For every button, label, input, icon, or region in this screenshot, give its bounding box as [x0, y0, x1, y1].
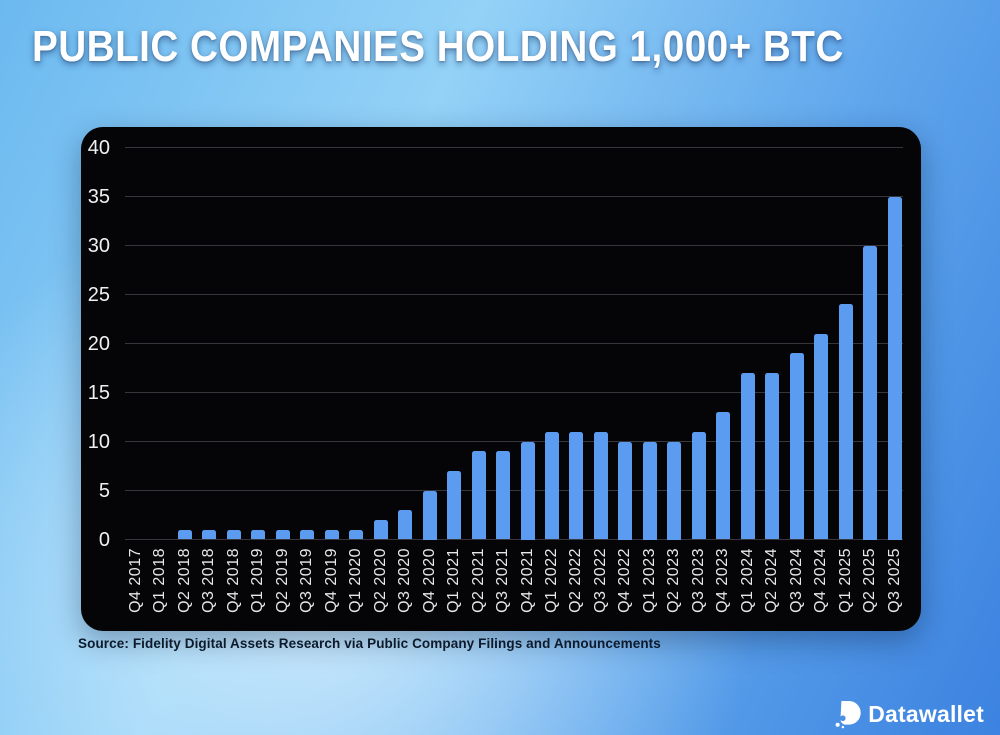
y-tick-label: 10 — [87, 430, 110, 453]
bar — [226, 529, 241, 540]
datawallet-d-icon — [835, 700, 861, 728]
grid-line — [125, 293, 903, 296]
x-tick-label: Q3 2023 — [689, 548, 707, 613]
x-tick-label: Q4 2017 — [127, 548, 144, 613]
bar — [373, 519, 388, 540]
bar — [618, 441, 633, 540]
y-tick-label: 30 — [87, 234, 110, 257]
plot-area: 0 5 10 15 20 25 30 35 40 Q4 2017 Q1 2018 Q2 2018 Q3 … — [81, 127, 921, 631]
y-tick-label: 0 — [98, 528, 110, 551]
page-title: PUBLIC COMPANIES HOLDING 1,000+ BTC — [32, 22, 844, 71]
x-tick-label: Q3 2021 — [494, 548, 512, 613]
brand-logo: Datawallet — [833, 698, 984, 730]
bar — [520, 441, 535, 540]
x-tick-label: Q1 2020 — [347, 548, 365, 613]
x-tick-label: Q1 2024 — [738, 548, 756, 613]
x-tick-label: Q4 2020 — [420, 548, 438, 613]
x-tick-label: Q2 2024 — [763, 548, 781, 613]
y-tick-label: 5 — [98, 479, 110, 502]
x-tick-label: Q2 2023 — [665, 548, 683, 613]
bar — [544, 431, 559, 540]
x-tick-label: Q4 2024 — [812, 548, 830, 613]
grid-line — [125, 489, 903, 492]
x-tick-label: Q2 2020 — [371, 548, 389, 613]
bar — [838, 304, 853, 540]
y-tick-label: 25 — [87, 283, 110, 306]
x-tick-label: Q2 2021 — [469, 548, 487, 613]
bar — [300, 529, 315, 540]
bar — [789, 353, 804, 540]
bar — [422, 490, 437, 540]
x-tick-label: Q2 2022 — [567, 548, 585, 613]
x-tick-label: Q3 2022 — [591, 548, 609, 613]
x-tick-label: Q4 2018 — [224, 548, 242, 613]
x-tick-label: Q1 2025 — [836, 548, 854, 613]
bar — [740, 372, 755, 540]
bar — [324, 529, 339, 540]
bar — [667, 441, 682, 540]
x-tick-label: Q1 2019 — [249, 548, 267, 613]
x-tick-label: Q2 2019 — [273, 548, 291, 613]
x-tick-label: Q4 2021 — [518, 548, 536, 613]
x-tick-label: Q3 2019 — [298, 548, 316, 613]
bar — [496, 451, 511, 540]
grid-line — [125, 244, 903, 247]
bar — [691, 431, 706, 540]
y-tick-label: 15 — [87, 381, 110, 404]
y-tick-label: 35 — [87, 185, 110, 208]
x-tick-label: Q1 2022 — [542, 548, 560, 613]
x-tick-label: Q3 2025 — [885, 548, 903, 613]
source-note: Source: Fidelity Digital Assets Research… — [78, 636, 661, 651]
grid-line — [125, 195, 903, 198]
bar — [447, 470, 462, 540]
grid-line — [125, 391, 903, 394]
y-tick-label: 40 — [87, 136, 110, 159]
bar — [569, 431, 584, 540]
bar — [398, 510, 413, 540]
x-tick-label: Q2 2018 — [175, 548, 193, 613]
x-tick-label: Q3 2020 — [396, 548, 414, 613]
grid-line — [125, 538, 903, 541]
x-tick-label: Q1 2021 — [445, 548, 463, 613]
brand-name: Datawallet — [868, 700, 984, 727]
bar — [471, 451, 486, 540]
grid-line — [125, 440, 903, 443]
grid-line — [125, 342, 903, 345]
bar — [765, 372, 780, 540]
bar — [716, 412, 731, 540]
x-tick-label: Q4 2019 — [322, 548, 340, 613]
bar — [275, 529, 290, 540]
bar — [593, 431, 608, 540]
bar — [814, 333, 829, 540]
bar — [177, 529, 192, 540]
bar — [251, 529, 266, 540]
grid-line — [125, 146, 903, 149]
bar — [642, 441, 657, 540]
chart-panel: 0 5 10 15 20 25 30 35 40 Q4 2017 Q1 2018 Q2 2018 Q3 … — [81, 127, 921, 631]
bar — [349, 529, 364, 540]
x-tick-label: Q3 2018 — [200, 548, 218, 613]
bar — [887, 196, 902, 540]
bar — [863, 245, 878, 540]
x-tick-label: Q2 2025 — [861, 548, 879, 613]
x-tick-label: Q3 2024 — [787, 548, 805, 613]
x-tick-label: Q4 2023 — [714, 548, 732, 613]
x-tick-label: Q4 2022 — [616, 548, 634, 613]
x-tick-label: Q1 2018 — [151, 548, 169, 613]
x-tick-label: Q1 2023 — [640, 548, 658, 613]
bar — [202, 529, 217, 540]
y-tick-label: 20 — [87, 332, 110, 355]
